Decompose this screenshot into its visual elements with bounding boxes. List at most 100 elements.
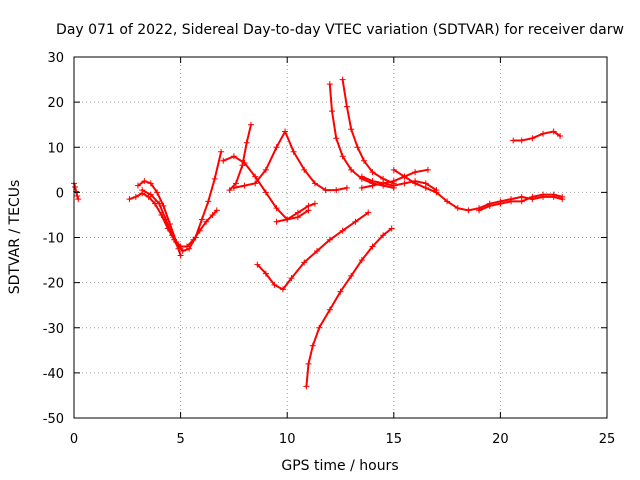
data-point: [305, 360, 312, 367]
series-arc-7: [230, 128, 350, 194]
data-point: [339, 76, 346, 83]
data-point: [126, 196, 133, 203]
data-point: [424, 166, 431, 173]
data-point: [550, 128, 557, 135]
data-point: [529, 135, 536, 142]
data-point: [316, 324, 323, 331]
data-point: [348, 126, 355, 133]
x-tick-label: 15: [386, 432, 403, 447]
data-point: [557, 132, 564, 139]
data-point: [252, 180, 259, 187]
data-point: [358, 173, 365, 180]
data-point: [273, 144, 280, 151]
data-point: [369, 169, 376, 176]
data-point: [262, 270, 269, 277]
data-point: [205, 198, 212, 205]
data-point: [72, 183, 79, 190]
data-point: [75, 196, 82, 203]
data-point: [154, 189, 161, 196]
data-point: [209, 211, 216, 218]
x-tick-label: 0: [70, 432, 78, 447]
data-point: [233, 180, 240, 187]
data-point: [226, 187, 233, 194]
data-point: [203, 218, 210, 225]
data-point: [328, 108, 335, 115]
data-point: [271, 281, 278, 288]
series-arc-14: [390, 166, 566, 214]
x-tick-label: 5: [176, 432, 184, 447]
data-point: [339, 153, 346, 160]
data-point: [352, 218, 359, 225]
data-point: [141, 178, 148, 185]
data-point: [358, 184, 365, 191]
data-point: [247, 121, 254, 128]
y-tick-label: -40: [43, 367, 64, 382]
data-point: [369, 182, 376, 189]
data-series: [71, 76, 566, 390]
series-arc-4: [139, 187, 184, 259]
y-tick-label: -20: [43, 277, 64, 292]
data-point: [354, 144, 361, 151]
y-tick-label: -50: [43, 412, 64, 427]
data-point: [288, 275, 295, 282]
x-tick-label: 10: [279, 432, 296, 447]
data-point: [162, 216, 169, 223]
data-point: [309, 342, 316, 349]
series-arc-16: [476, 191, 566, 214]
data-point: [243, 139, 250, 146]
axis-ticks: 0 5 10 15 20 25 -50 -40 -30 -20 -10 0 10 20 30: [43, 51, 616, 447]
series-line: [137, 150, 223, 252]
data-point: [230, 184, 237, 191]
data-point: [198, 216, 205, 223]
data-point: [348, 166, 355, 173]
data-point: [550, 191, 557, 198]
data-point: [540, 130, 547, 137]
data-point: [252, 173, 259, 180]
data-point: [343, 184, 350, 191]
data-point: [369, 243, 376, 250]
data-point: [401, 180, 408, 187]
data-point: [390, 166, 397, 173]
y-tick-label: 0: [56, 186, 64, 201]
y-tick-label: 30: [47, 51, 64, 66]
data-point: [139, 187, 146, 194]
data-point: [412, 169, 419, 176]
data-point: [497, 200, 504, 207]
data-point: [301, 166, 308, 173]
data-point: [175, 245, 182, 252]
x-tick-label: 20: [492, 432, 509, 447]
series-line: [232, 130, 348, 192]
data-point: [239, 162, 246, 169]
data-point: [333, 135, 340, 142]
y-tick-label: 10: [47, 141, 64, 156]
data-point: [147, 191, 154, 198]
data-point: [337, 288, 344, 295]
data-point: [290, 148, 297, 155]
data-point: [177, 252, 184, 259]
data-point: [401, 173, 408, 180]
series-arc-15: [358, 178, 440, 194]
data-point: [241, 182, 248, 189]
data-point: [230, 153, 237, 160]
y-tick-label: 20: [47, 96, 64, 111]
data-point: [303, 383, 310, 390]
data-point: [412, 178, 419, 185]
data-point: [186, 245, 193, 252]
data-point: [380, 180, 387, 187]
plot-frame: [73, 56, 608, 419]
data-point: [326, 81, 333, 88]
series-arc-12: [339, 76, 397, 187]
data-point: [322, 187, 329, 194]
series-line: [328, 83, 395, 189]
data-point: [518, 198, 525, 205]
data-point: [279, 286, 286, 293]
data-point: [326, 306, 333, 313]
data-point: [218, 148, 225, 155]
series-arc-8: [254, 209, 372, 293]
data-point: [284, 216, 291, 223]
data-point: [305, 202, 312, 209]
data-point: [540, 191, 547, 198]
data-point: [518, 137, 525, 144]
data-point: [262, 166, 269, 173]
data-point: [74, 192, 81, 199]
